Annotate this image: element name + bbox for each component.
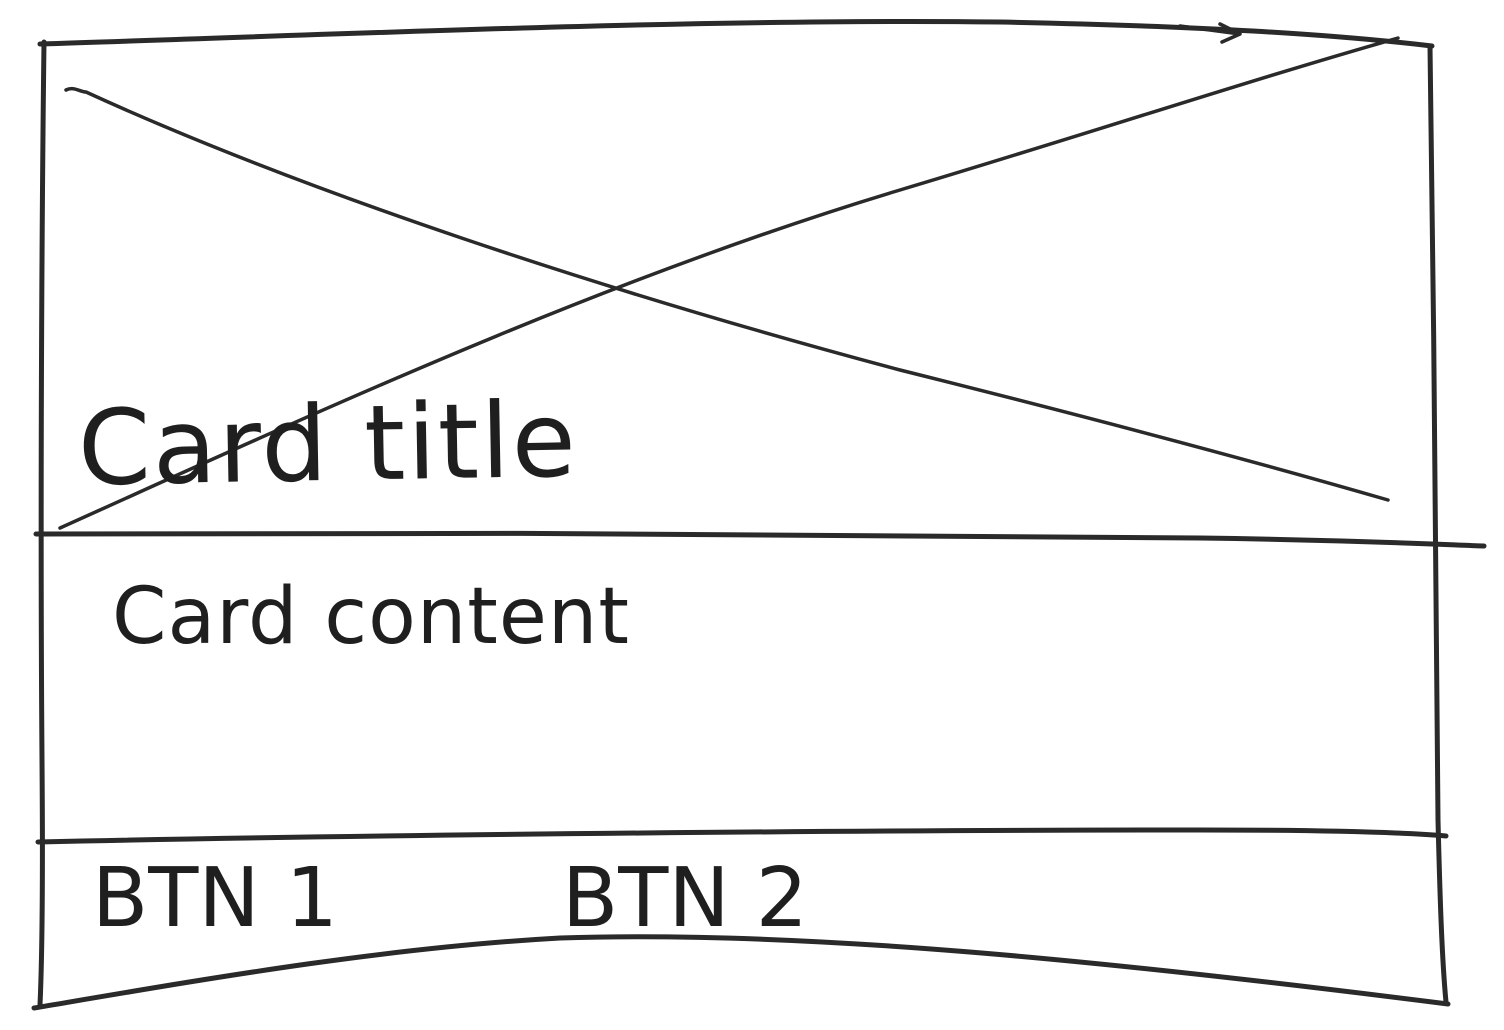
card-bottom-border: [31, 934, 1451, 1011]
image-content-divider: [33, 530, 1487, 549]
top-edge-arrow-mark: [1178, 22, 1242, 44]
x-placeholder-icon: [58, 36, 1400, 530]
btn-2-button[interactable]: BTN 2: [562, 851, 808, 946]
card-right-border: [1427, 43, 1449, 1005]
card-top-border: [37, 18, 1435, 49]
content-actions-divider: [35, 827, 1449, 845]
card-title: Card title: [76, 378, 579, 510]
btn-1-button[interactable]: BTN 1: [92, 851, 338, 946]
placeholder-diagonal-down: [64, 86, 1390, 502]
placeholder-diagonal-up: [58, 36, 1400, 530]
card-content: Card content: [112, 572, 630, 662]
card-left-border: [37, 39, 47, 1008]
